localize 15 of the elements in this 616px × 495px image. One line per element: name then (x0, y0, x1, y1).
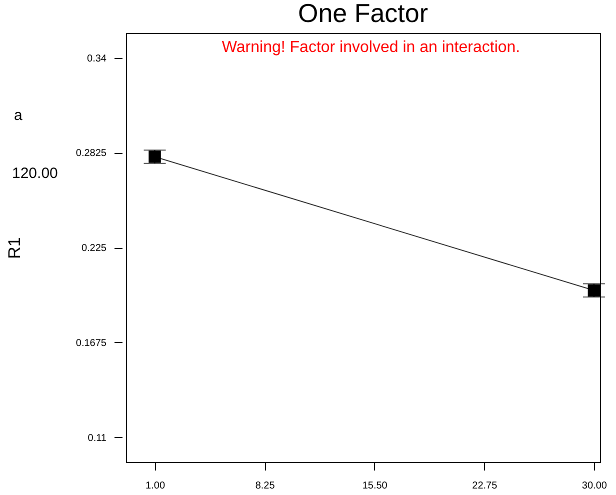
y-tick-label: 0.11 (88, 432, 107, 444)
x-tick-label: 30.00 (582, 480, 608, 492)
chart-title: One Factor (298, 0, 428, 28)
y-tick-label: 0.225 (81, 243, 107, 254)
x-tick-label: 1.00 (146, 480, 166, 492)
y-tick-label: 0.2825 (76, 148, 107, 160)
x-tick-label: 15.50 (362, 480, 388, 492)
y-tick-label: 0.34 (87, 53, 107, 64)
x-tick-label: 22.75 (472, 480, 498, 492)
text: a (14, 107, 23, 124)
y-tick-label: 0.1675 (76, 338, 107, 349)
annotation: Warning! Factor involved in an interaction. (222, 39, 520, 56)
x-tick-label: 8.25 (255, 480, 276, 492)
text: 120.00 (12, 165, 58, 182)
y-axis-title: R1 (4, 237, 24, 259)
